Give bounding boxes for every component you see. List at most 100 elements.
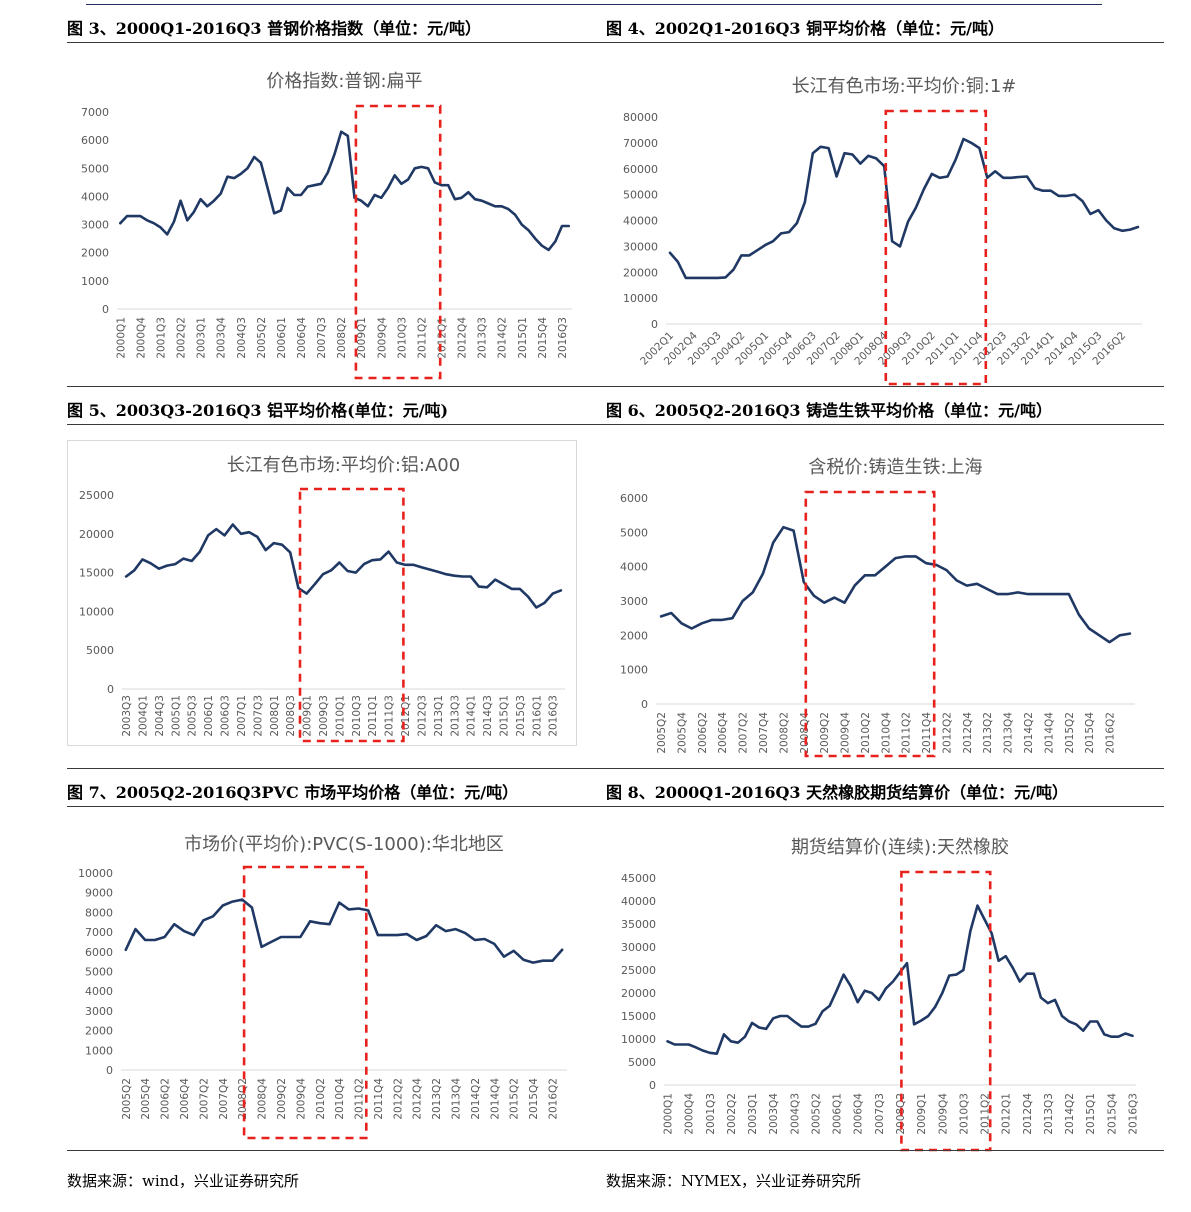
x-tick-label: 2015Q2 [509,1078,521,1120]
x-tick-label: 2010Q2 [860,712,872,754]
y-tick-label: 5000 [86,644,114,657]
x-tick-label: 2010Q4 [334,1078,346,1120]
x-tick-label: 2013Q4 [451,1078,463,1120]
x-tick-label: 2008Q2 [336,317,348,359]
x-tick-label: 2016Q2 [1105,712,1117,754]
x-tick-label: 2013Q1 [433,695,445,737]
y-tick-label: 10000 [79,605,114,618]
x-tick-label: 2000Q4 [684,1093,696,1135]
x-tick-label: 2000Q1 [663,1093,675,1135]
x-tick-label: 2006Q4 [179,1078,191,1120]
x-tick-label: 2016Q2 [547,1078,559,1120]
x-tick-label: 2011Q2 [901,712,913,754]
chart-title: 长江有色市场:平均价:铜:1# [792,76,1017,97]
caption-rule [67,806,625,807]
y-tick-label: 5000 [81,162,109,175]
y-tick-label: 0 [107,683,114,696]
chart-rubber-svg: 期货结算价(连续):天然橡胶 0 5000 10000 15000 20000 25000 3… [621,837,1139,1152]
chart-title: 价格指数:普钢:扁平 [266,71,422,92]
source-note-right: 数据来源：NYMEX，兴业证券研究所 [606,1172,862,1190]
x-tick-label: 2006Q2 [697,712,709,754]
y-tick-label: 15000 [621,1010,656,1023]
x-tick-label: 2000Q1 [115,317,127,359]
x-tick-label: 2012Q4 [457,317,469,359]
x-tick-label: 2008Q1 [269,695,281,737]
y-tick-label: 25000 [79,489,114,502]
x-tick-label: 2010Q3 [396,317,408,359]
x-tick-label: 2004Q3 [236,317,248,359]
series-line [124,523,563,609]
series-line [668,137,1140,280]
x-tick-label: 2003Q4 [768,1093,780,1135]
x-tick-label: 2012Q2 [941,712,953,754]
chart-copper: 长江有色市场:平均价:铜:1# 0 10000 20000 30000 40000 5000… [606,58,1164,388]
x-tick-label: 2010Q4 [880,712,892,754]
x-tick-label: 2015Q4 [528,1078,540,1120]
x-tick-label: 2005Q4 [140,1078,152,1120]
x-tick-label: 2005Q4 [676,712,688,754]
x-tick-label: 2005Q1 [170,695,182,737]
x-tick-label: 2005Q2 [656,712,668,754]
x-tick-label: 2007Q4 [758,712,770,754]
figure-caption: 图 5、2003Q3-2016Q3 铝平均价格(单位：元/吨) [67,401,449,420]
x-tick-label: 2014Q4 [489,1078,501,1120]
caption-rule [606,806,1164,807]
source-note-left: 数据来源：wind，兴业证券研究所 [67,1172,299,1190]
x-tick-label: 2006Q1 [276,317,288,359]
y-tick-label: 7000 [85,926,113,939]
y-tick-label: 80000 [623,111,658,124]
x-tick-label: 2006Q4 [853,1093,865,1135]
y-tick-label: 30000 [621,941,656,954]
x-tick-label: 2011Q2 [980,1093,992,1135]
y-tick-label: 3000 [81,219,109,232]
x-tick-label: 2016Q3 [1127,1093,1139,1135]
x-tick-label: 2012Q1 [1001,1093,1013,1135]
y-tick-label: 6000 [85,946,113,959]
chart-steel: 价格指数:普钢:扁平 0 1000 2000 3000 4000 5000 6000 7000 2… [67,52,587,382]
y-tick-label: 50000 [623,189,658,202]
x-tick-label: 2004Q3 [789,1093,801,1135]
highlight-box [298,487,405,743]
chart-pig-iron-svg: 含税价:铸造生铁:上海 0 1000 2000 3000 4000 5000 6000 2005… [620,457,1135,758]
y-tick-label: 3000 [85,1005,113,1018]
y-tick-label: 9000 [85,887,113,900]
x-tick-label: 2005Q2 [256,317,268,359]
y-tick-label: 1000 [85,1044,113,1057]
figure-caption: 图 7、2005Q2-2016Q3PVC 市场平均价格（单位：元/吨） [67,783,519,802]
x-tick-label: 2003Q1 [747,1093,759,1135]
x-tick-label: 2015Q4 [1106,1093,1118,1135]
x-tick-label: 2015Q4 [1084,712,1096,754]
x-tick-label: 2012Q2 [392,1078,404,1120]
top-border [86,4,1102,5]
chart-aluminium: 长江有色市场:平均价:铝:A00 0 5000 10000 15000 20000 2500… [67,440,577,746]
chart-copper-svg: 长江有色市场:平均价:铜:1# 0 10000 20000 30000 40000 5000… [623,76,1142,386]
chart-steel-svg: 价格指数:普钢:扁平 0 1000 2000 3000 4000 5000 6000 7000 2… [81,71,572,380]
y-tick-label: 7000 [81,106,109,119]
row-rule [67,386,1164,387]
x-tick-label: 2009Q1 [356,317,368,359]
x-tick-label: 2015Q1 [1085,1093,1097,1135]
x-tick-label: 2012Q4 [1022,1093,1034,1135]
y-tick-label: 2000 [81,247,109,260]
x-tick-label: 2014Q2 [497,317,509,359]
highlight-box [354,104,442,380]
x-tick-label: 2014Q2 [470,1078,482,1120]
x-tick-label: 2012Q4 [962,712,974,754]
footer-rule [67,1150,1164,1151]
x-tick-label: 2005Q2 [121,1078,133,1120]
y-tick-label: 10000 [621,1033,656,1046]
x-tick-label: 2015Q4 [537,317,549,359]
x-tick-label: 2007Q3 [874,1093,886,1135]
x-tick-label: 2010Q3 [958,1093,970,1135]
x-tick-label: 2009Q3 [318,695,330,737]
x-tick-label: 2016Q3 [557,317,569,359]
y-tick-label: 40000 [621,895,656,908]
x-tick-label: 2012Q4 [412,1078,424,1120]
x-tick-label: 2001Q3 [705,1093,717,1135]
x-tick-label: 2014Q3 [482,695,494,737]
y-tick-label: 5000 [620,526,648,539]
chart-title: 市场价(平均价):PVC(S-1000):华北地区 [184,834,504,855]
x-tick-label: 2015Q1 [498,695,510,737]
x-tick-label: 2013Q3 [449,695,461,737]
x-tick-label: 2014Q2 [1064,1093,1076,1135]
